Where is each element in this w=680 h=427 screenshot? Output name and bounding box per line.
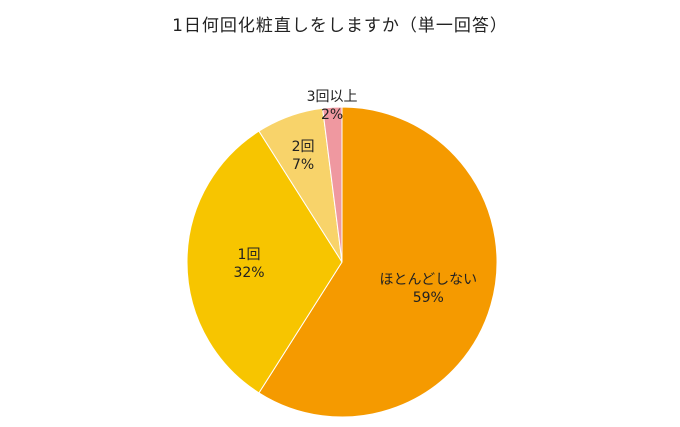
slice-value-label: 32% (233, 265, 264, 281)
slice-label: 1回 (238, 247, 261, 263)
pie-labels: ほとんどしない 59% 1回 32% 2回 7% 3回以上 2% (233, 89, 477, 306)
slice-label: 2回 (292, 139, 315, 155)
pie-slice (258, 106, 498, 418)
pie-slice (186, 130, 343, 394)
chart-title: 1日何回化粧直しをしますか（単一回答） (172, 16, 508, 36)
slice-label: 3回以上 (307, 89, 358, 105)
slice-value-label: 7% (292, 157, 314, 173)
slice-value-label: 59% (413, 290, 444, 306)
slice-label: ほとんどしない (380, 272, 478, 288)
pie-slice (322, 106, 343, 263)
slice-value-label: 2% (321, 107, 343, 123)
pie-slices (186, 106, 498, 418)
